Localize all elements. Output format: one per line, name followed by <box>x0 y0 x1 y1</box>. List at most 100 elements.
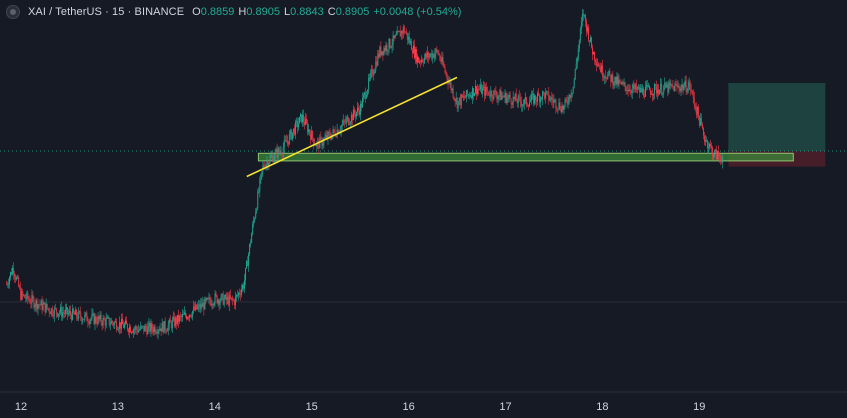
candle-body <box>568 94 570 103</box>
candle-body <box>570 94 572 98</box>
support-zone-box[interactable] <box>257 152 794 162</box>
candle-body <box>55 308 57 313</box>
candle-body <box>239 292 240 295</box>
candle-body <box>226 297 228 300</box>
legend-toggle-icon[interactable] <box>6 5 20 19</box>
candle-body <box>158 330 160 332</box>
candle-body <box>9 277 10 285</box>
trendline-drawing[interactable] <box>246 76 458 178</box>
take-profit-area[interactable] <box>728 83 826 151</box>
candle-body <box>299 116 300 124</box>
candle-body <box>90 318 92 321</box>
candle-body <box>465 90 467 98</box>
candle-body <box>539 95 541 103</box>
candle-body <box>386 45 388 51</box>
candle-body <box>290 130 292 140</box>
candle-body <box>521 104 523 107</box>
candle-body <box>347 117 349 125</box>
candle-body <box>610 74 612 82</box>
candle-body <box>164 320 166 331</box>
candle-body <box>706 140 707 142</box>
candle-body <box>639 87 641 93</box>
candle-body <box>332 129 334 135</box>
trendline[interactable] <box>246 76 458 178</box>
candle-body <box>384 48 386 51</box>
candle-body <box>94 316 96 325</box>
candle-body <box>248 253 250 266</box>
candle-body <box>320 137 322 139</box>
candle-body <box>620 81 622 85</box>
candle-body <box>531 94 532 101</box>
candle-body <box>137 329 139 333</box>
candle-body <box>428 52 430 58</box>
candle-body <box>591 37 592 48</box>
candle-body <box>360 103 361 115</box>
candle-body <box>190 314 192 317</box>
candle-body <box>178 315 180 322</box>
candle-body <box>13 268 15 274</box>
candle-body <box>87 321 89 323</box>
candle-body <box>84 314 86 320</box>
candle-body <box>406 32 408 40</box>
candle-body <box>292 128 294 133</box>
candle-body <box>203 302 205 310</box>
candle-body <box>502 95 504 97</box>
candle-body <box>138 329 140 333</box>
candle-body <box>325 135 327 138</box>
candle-body <box>134 329 136 330</box>
support-zone-rectangle[interactable] <box>257 152 794 162</box>
candle-body <box>373 73 375 76</box>
candle-body <box>144 326 146 332</box>
candle-body <box>127 324 128 330</box>
candle-body <box>560 109 562 113</box>
ohlc-high-key: H <box>238 6 247 18</box>
candle-body <box>233 300 235 306</box>
candle-body <box>538 93 540 96</box>
candle-body <box>177 314 179 322</box>
candle-body <box>397 31 399 33</box>
candle-body <box>388 38 390 51</box>
candle-body <box>497 96 499 100</box>
candle-body <box>92 313 94 315</box>
candle-body <box>330 137 332 140</box>
candle-body <box>106 317 108 319</box>
candle-body <box>210 301 212 306</box>
candle-body <box>24 295 26 298</box>
candle-body <box>385 45 387 51</box>
candle-body <box>677 85 679 87</box>
candle-body <box>584 14 586 22</box>
candle-body <box>198 304 200 307</box>
candle-body <box>103 318 105 320</box>
candle-body <box>269 157 271 164</box>
candle-body <box>171 320 173 329</box>
candle-body <box>482 88 484 94</box>
symbol-title: XAI / TetherUS · 15 · BINANCE <box>28 6 185 18</box>
candle-body <box>490 90 492 97</box>
candle-body <box>129 326 131 333</box>
candle-body <box>703 135 705 142</box>
candle-body <box>80 312 82 318</box>
candle-body <box>356 112 357 117</box>
candle-body <box>692 91 694 98</box>
candle-body <box>343 120 345 122</box>
candle-body <box>105 318 107 326</box>
candle-body <box>720 156 722 161</box>
candle-body <box>717 151 719 160</box>
candle-body <box>369 77 371 79</box>
candle-body <box>627 89 629 92</box>
candle-body <box>583 14 585 16</box>
candle-body <box>379 46 381 57</box>
candle-body <box>506 97 508 103</box>
candle-body <box>652 93 653 96</box>
candle-body <box>267 161 269 167</box>
candle-body <box>57 313 59 317</box>
candle-body <box>520 102 522 107</box>
candle-body <box>444 67 446 72</box>
candle-body <box>119 322 121 329</box>
candle-body <box>436 49 438 51</box>
candle-body <box>15 276 17 280</box>
candle-body <box>492 97 494 99</box>
candle-body <box>515 94 517 102</box>
candle-body <box>326 135 328 140</box>
